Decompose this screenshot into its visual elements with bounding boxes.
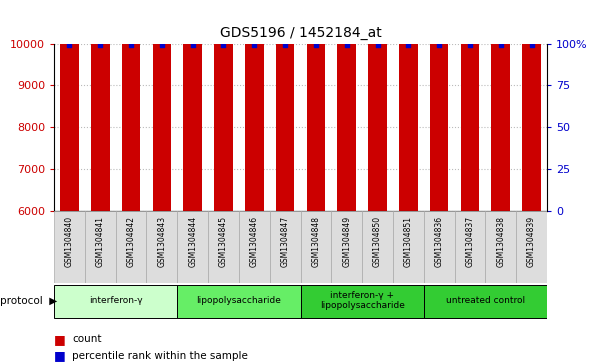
Bar [85,211,115,283]
Text: ■: ■ [54,349,66,362]
Text: protocol  ▶: protocol ▶ [0,295,57,306]
Bar [214,0,233,211]
Text: interferon-γ: interferon-γ [89,296,142,305]
Bar [147,211,177,283]
Bar [300,211,331,283]
Bar [368,0,387,211]
Text: GSM1304841: GSM1304841 [96,216,105,267]
Bar [486,211,516,283]
Text: GSM1304849: GSM1304849 [342,216,351,268]
Text: GSM1304842: GSM1304842 [127,216,136,267]
Bar [460,0,479,211]
Bar [331,211,362,283]
Point [496,42,505,48]
Bar [183,0,202,211]
Text: GSM1304847: GSM1304847 [281,216,290,268]
Bar [208,211,239,283]
Text: GSM1304850: GSM1304850 [373,216,382,268]
Bar [424,285,547,318]
Point [96,42,105,48]
Bar [300,285,424,318]
Point [311,42,321,48]
Text: GSM1304843: GSM1304843 [157,216,166,268]
Text: GSM1304837: GSM1304837 [465,216,474,268]
Text: GSM1304838: GSM1304838 [496,216,505,267]
Bar [338,0,356,211]
Bar [91,0,109,211]
Text: untreated control: untreated control [446,296,525,305]
Text: GSM1304851: GSM1304851 [404,216,413,267]
Bar [522,0,541,211]
Bar [424,211,454,283]
Bar [393,211,424,283]
Text: ■: ■ [54,333,66,346]
Bar [399,0,418,211]
Point [188,42,198,48]
Text: GSM1304840: GSM1304840 [65,216,74,268]
Point [157,42,166,48]
Point [249,42,259,48]
Text: GSM1304844: GSM1304844 [188,216,197,268]
Point [65,42,75,48]
Bar [54,211,85,283]
Bar [60,0,79,211]
Bar [276,0,294,211]
Bar [430,0,448,211]
Text: interferon-γ +
lipopolysaccharide: interferon-γ + lipopolysaccharide [320,291,404,310]
Point [435,42,444,48]
Point [465,42,475,48]
Text: lipopolysaccharide: lipopolysaccharide [197,296,281,305]
Bar [492,0,510,211]
Bar [153,0,171,211]
Text: count: count [72,334,102,344]
Bar [177,285,300,318]
Bar [454,211,486,283]
Point [126,42,136,48]
Bar [122,0,140,211]
Bar [307,0,325,211]
Point [280,42,290,48]
Bar [362,211,393,283]
Point [219,42,228,48]
Text: percentile rank within the sample: percentile rank within the sample [72,351,248,361]
Bar [245,0,263,211]
Point [342,42,352,48]
Text: GSM1304845: GSM1304845 [219,216,228,268]
Point [403,42,413,48]
Bar [516,211,547,283]
Title: GDS5196 / 1452184_at: GDS5196 / 1452184_at [219,26,382,40]
Text: GSM1304839: GSM1304839 [527,216,536,268]
Bar [270,211,300,283]
Bar [115,211,147,283]
Point [373,42,382,48]
Text: GSM1304846: GSM1304846 [250,216,259,268]
Text: GSM1304836: GSM1304836 [435,216,444,268]
Text: GSM1304848: GSM1304848 [311,216,320,267]
Bar [54,285,177,318]
Bar [239,211,270,283]
Point [526,42,536,48]
Bar [177,211,208,283]
